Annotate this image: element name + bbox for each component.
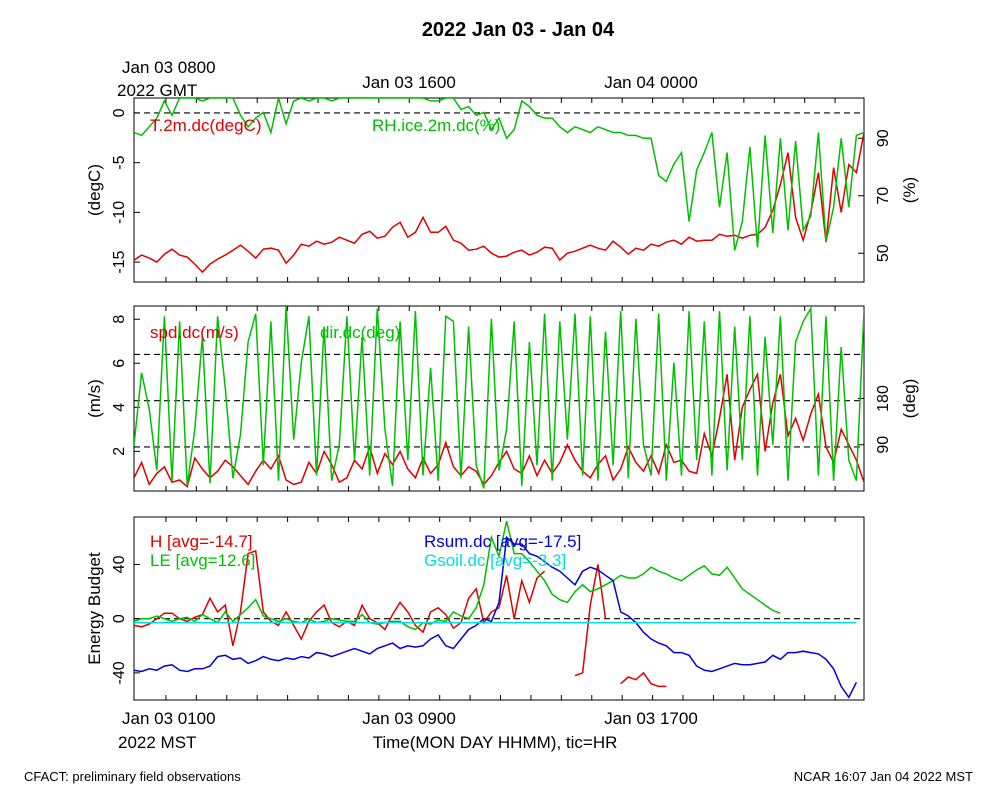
y-right-axis-label: (deg) (900, 379, 919, 419)
y-right-tick-label: 180 (875, 385, 892, 412)
y-tick-label: 4 (111, 403, 128, 412)
legend-entry: H [avg=-14.7] (150, 532, 253, 551)
footer-right: NCAR 16:07 Jan 04 2022 MST (794, 769, 973, 784)
series-line-rsum-dc (134, 535, 858, 699)
legend-entry: RH.ice.2m.dc(%) (372, 116, 500, 135)
top-axis-first-label-line1: Jan 03 0800 (122, 58, 216, 77)
series-line-t-2m-dc-degc- (134, 132, 864, 274)
top-axis-tick-label: Jan 04 0000 (604, 73, 698, 92)
top-axis-tick-label: Jan 03 1600 (362, 73, 456, 92)
legend-entry: Rsum.dc [avg=-17.5] (424, 532, 581, 551)
plot-frame (133, 516, 865, 701)
y-axis-label: (degC) (85, 164, 104, 216)
y-tick-label: 8 (111, 315, 128, 324)
series-line-rh-ice-2m-dc- (134, 98, 864, 251)
series-line-le (134, 520, 781, 631)
y-tick-label: -15 (111, 250, 128, 273)
legend-entry: T.2m.dc(degC) (150, 116, 261, 135)
panel-wind: 8 6 4 2 (m/s) 180 90 (deg) spd.dc(m/s) dir.dc(deg… (85, 305, 919, 492)
y-axis-label: Energy Budget (85, 552, 104, 665)
y-tick-label: 6 (111, 359, 128, 368)
bottom-axis-first-label-line2: 2022 MST (118, 733, 196, 752)
y-tick-label: -40 (111, 661, 128, 684)
chart-title: 2022 Jan 03 - Jan 04 (422, 19, 615, 41)
panels-group: 0 -5 -10 -15 (degC) 90 70 50 (%) T.2m.dc(degC) RH.… (85, 97, 919, 701)
y-tick-label: 40 (111, 555, 128, 573)
y-tick-label: 0 (111, 614, 128, 623)
y-tick-label: 2 (111, 447, 128, 456)
y-axis-label: (m/s) (85, 379, 104, 418)
y-tick-label: 0 (111, 108, 128, 117)
bottom-axis-tick-label: Jan 03 0900 (362, 709, 456, 728)
bottom-axis-tick-label: Jan 03 0100 (122, 709, 216, 728)
bottom-axis-tick-label: Jan 03 1700 (604, 709, 698, 728)
series-line-spd-dc-m-s- (134, 371, 864, 488)
y-right-axis-label: (%) (900, 177, 919, 203)
y-right-tick-label: 90 (875, 436, 892, 454)
legend-entry: LE [avg=12.6] (150, 551, 255, 570)
y-right-tick-label: 90 (875, 129, 892, 147)
top-axis-first-label-line2: 2022 GMT (117, 81, 197, 100)
panel-temp_rh: 0 -5 -10 -15 (degC) 90 70 50 (%) T.2m.dc(degC) RH.… (85, 97, 919, 283)
plot-frame (133, 97, 865, 283)
panel-energy: 40 0 -40 Energy Budget H [avg=-14.7]LE [avg=… (85, 516, 865, 701)
x-axis-title: Time(MON DAY HHMM), tic=HR (373, 733, 618, 752)
y-right-tick-label: 50 (875, 244, 892, 262)
y-tick-label: -5 (111, 155, 128, 169)
y-right-tick-label: 70 (875, 187, 892, 205)
series-line-dir-dc-deg- (134, 306, 864, 489)
legend-entry: Gsoil.dc [avg=-3.3] (424, 551, 566, 570)
legend-entry: dir.dc(deg) (320, 323, 400, 342)
y-tick-label: -10 (111, 201, 128, 224)
legend-entry: spd.dc(m/s) (150, 323, 239, 342)
footer-left: CFACT: preliminary field observations (24, 769, 241, 784)
